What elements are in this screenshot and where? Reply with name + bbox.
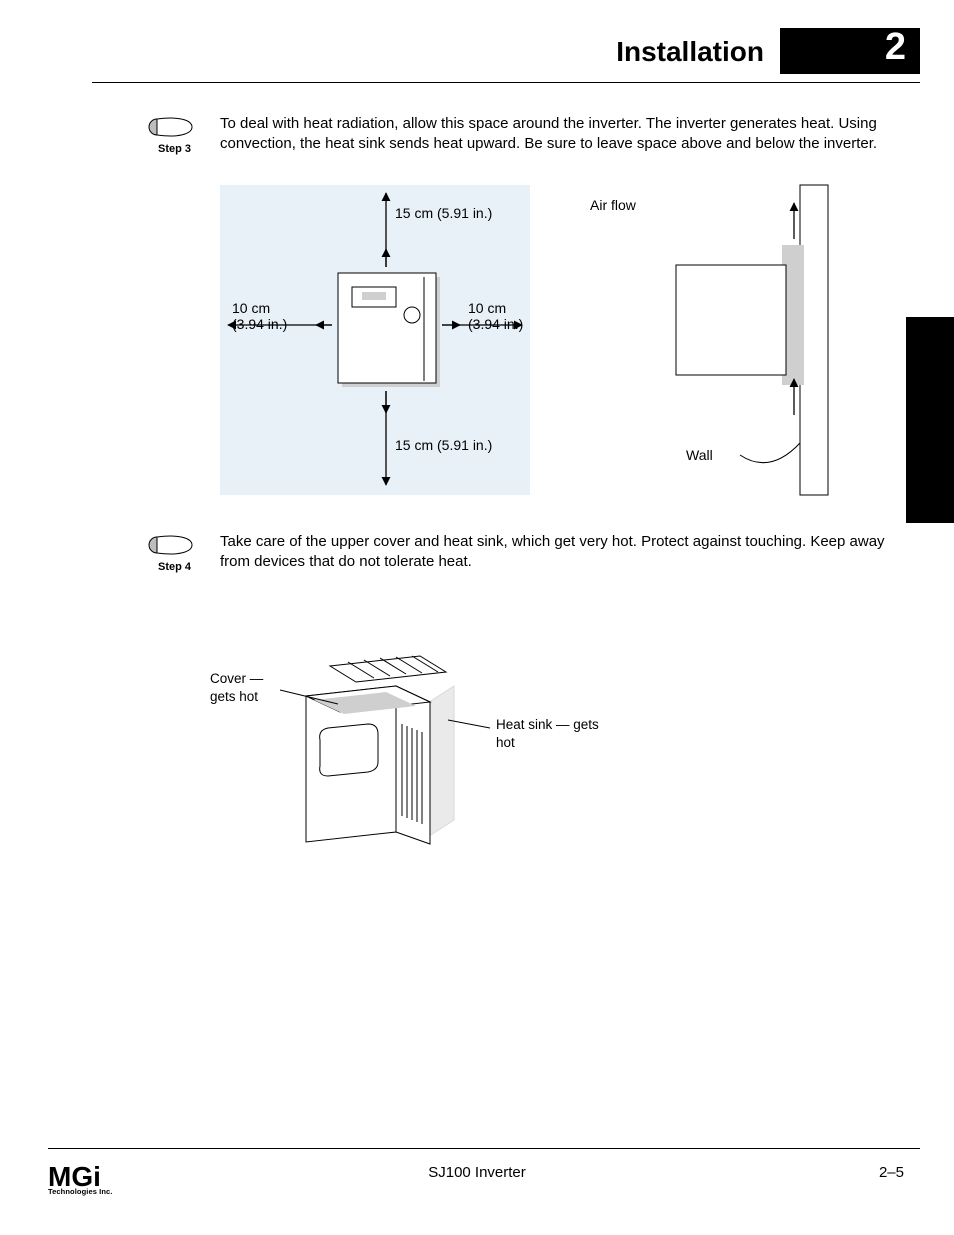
step-4-text: Take care of the upper cover and heat si… [220,532,894,573]
bottom-rule [48,1148,920,1149]
clearance-bottom-label: 15 cm (5.91 in.) [395,437,492,453]
step-3-text: To deal with heat radiation, allow this … [220,114,894,155]
side-tab [906,317,954,523]
step-shoe-icon [148,532,194,558]
step-prefix: Step [158,561,185,573]
step-4-label: Step 4 [158,561,191,573]
wall-label: Wall [686,447,713,463]
footer-center: SJ100 Inverter [0,1164,954,1181]
annot-heatsink: Heat sink — gets hot [496,716,616,751]
airflow-label: Air flow [590,197,636,213]
step-prefix: Step [158,143,185,155]
logo-sub: Technologies Inc. [48,1187,113,1196]
page-title: Installation [616,36,764,68]
step-3-label: Step 3 [158,143,191,155]
step-3-num: 3 [185,143,191,155]
annot-cover: Cover — gets hot [210,670,290,705]
chapter-number: 2 [885,26,906,69]
clearance-top-label: 15 cm (5.91 in.) [395,205,492,221]
heat-figure: Cover — gets hot Heat sink — gets hot [220,620,620,880]
clearance-left-label: 10 cm (3.94 in.) [232,300,302,332]
step-shoe-icon [148,114,194,140]
footer-page: 2–5 [879,1164,904,1181]
clearance-figure: 15 cm (5.91 in.) 15 cm (5.91 in.) 10 cm … [220,175,850,505]
top-rule [92,82,920,83]
step-3-text-a: To deal with heat radiation, allow this … [220,115,642,132]
clearance-right-label: 10 cm (3.94 in.) [468,300,538,332]
step-4-num: 4 [185,561,191,573]
